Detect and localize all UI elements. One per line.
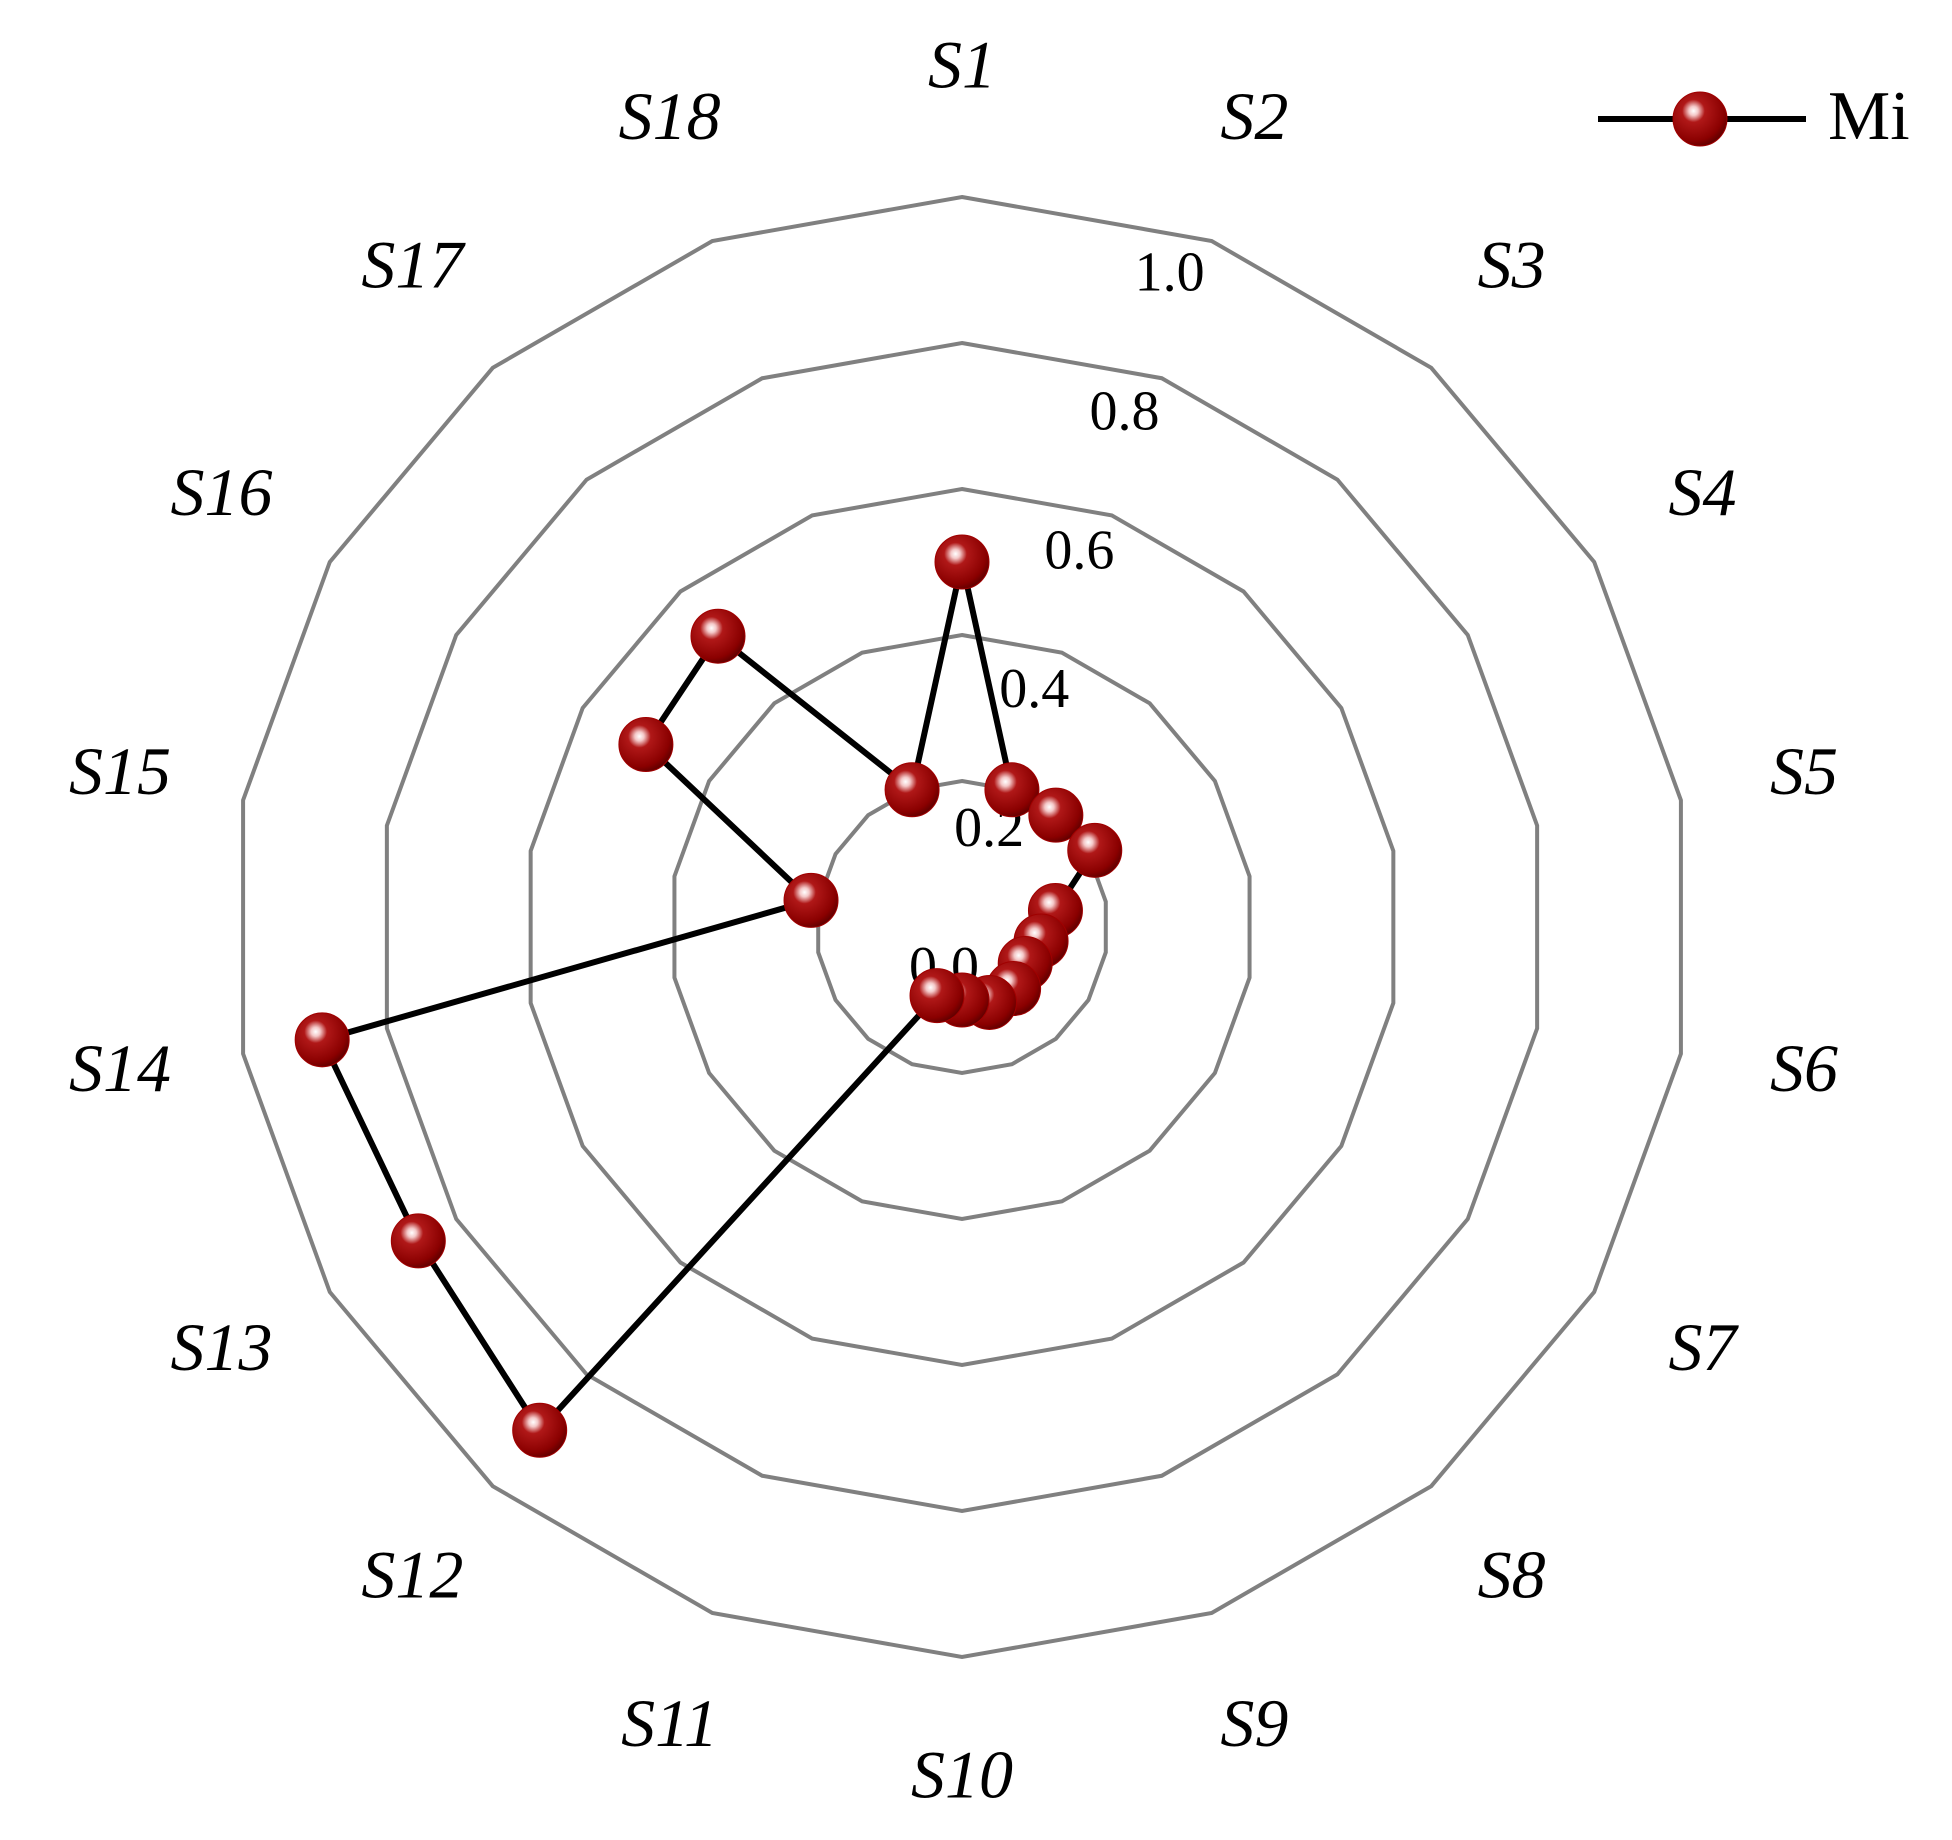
data-point: [783, 872, 839, 928]
data-point: [618, 717, 674, 772]
grid-ring: [528, 486, 1396, 1368]
category-label: S14: [69, 1030, 171, 1106]
plot-area: [294, 534, 1123, 1458]
data-point: [1067, 822, 1123, 878]
category-label: S1: [928, 27, 996, 103]
grid-ring: [241, 194, 1683, 1660]
category-label: S9: [1220, 1685, 1288, 1761]
category-label: S15: [69, 733, 171, 809]
category-label: S7: [1668, 1309, 1739, 1385]
data-point: [884, 762, 940, 818]
r-tick-label: 0.4: [999, 658, 1069, 720]
category-label: S8: [1478, 1537, 1546, 1613]
grid: [241, 194, 1683, 1660]
category-label: S3: [1478, 227, 1546, 303]
data-point: [934, 534, 990, 590]
legend: Mi: [1598, 78, 1910, 155]
r-tick-label: 0.6: [1044, 519, 1114, 581]
category-label: S12: [361, 1537, 463, 1613]
grid-ring: [672, 632, 1252, 1222]
category-label: S17: [361, 227, 466, 303]
data-point: [1028, 787, 1084, 843]
category-label: S5: [1770, 733, 1838, 809]
data-point: [909, 968, 965, 1024]
data-point: [390, 1213, 446, 1269]
data-point: [984, 762, 1040, 818]
legend-label: Mi: [1828, 78, 1910, 155]
grid-ring: [384, 340, 1540, 1514]
r-tick-label: 0.8: [1089, 380, 1159, 442]
category-label: S16: [171, 454, 273, 530]
category-label: S2: [1220, 78, 1288, 154]
r-tick-label: 1.0: [1135, 242, 1205, 304]
category-label: S18: [619, 78, 721, 154]
data-point: [690, 608, 746, 664]
legend-marker: [1672, 91, 1728, 147]
category-label: S13: [171, 1309, 273, 1385]
category-label: S10: [911, 1737, 1013, 1813]
category-label: S4: [1668, 454, 1736, 530]
data-point: [512, 1402, 568, 1458]
data-point: [294, 1012, 350, 1068]
category-label: S6: [1770, 1030, 1838, 1106]
labels: 0.00.20.40.60.81.0S1S2S3S4S5S6S7S8S9S10S…: [69, 27, 1838, 1813]
category-label: S11: [621, 1685, 718, 1761]
